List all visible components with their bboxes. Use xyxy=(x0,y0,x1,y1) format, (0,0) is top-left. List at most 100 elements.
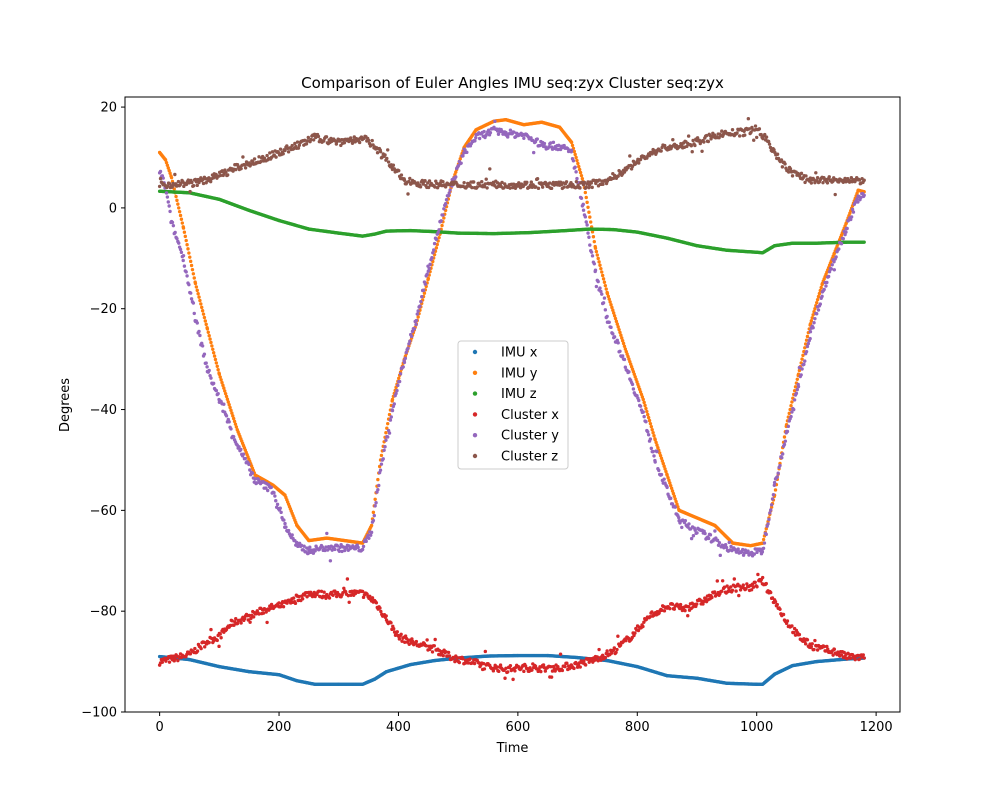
data-point xyxy=(825,644,829,649)
data-point xyxy=(214,361,219,365)
data-point xyxy=(437,649,442,653)
data-point xyxy=(428,262,432,267)
data-point xyxy=(676,505,680,509)
x-tick-label: 600 xyxy=(505,720,530,735)
data-point xyxy=(378,149,383,154)
data-point xyxy=(857,178,862,182)
data-point xyxy=(378,606,382,610)
data-point xyxy=(203,319,208,323)
data-point xyxy=(677,515,681,520)
data-point xyxy=(223,391,228,396)
data-point xyxy=(669,496,673,501)
data-point xyxy=(810,316,814,320)
data-point xyxy=(430,650,435,654)
data-point xyxy=(603,308,608,312)
data-point xyxy=(593,268,598,272)
data-point xyxy=(609,302,613,307)
data-point xyxy=(832,259,836,264)
data-point xyxy=(461,154,465,158)
data-point xyxy=(775,475,779,479)
data-point xyxy=(472,661,477,666)
x-tick-label: 1200 xyxy=(860,720,893,735)
data-point xyxy=(796,372,801,376)
data-point xyxy=(408,339,412,343)
data-point xyxy=(683,608,687,613)
data-point xyxy=(597,260,601,264)
data-point xyxy=(370,596,375,600)
data-point xyxy=(286,528,291,533)
data-point xyxy=(740,547,745,552)
data-point xyxy=(345,577,350,581)
data-point xyxy=(583,215,588,219)
data-point xyxy=(803,346,807,350)
data-point xyxy=(597,178,602,182)
data-point xyxy=(234,617,238,621)
data-point xyxy=(826,647,830,651)
data-point xyxy=(660,608,664,613)
data-point xyxy=(768,145,773,150)
data-point xyxy=(286,150,291,154)
data-point xyxy=(465,184,469,189)
data-point xyxy=(702,140,706,144)
data-point xyxy=(808,330,813,334)
data-point xyxy=(170,220,175,225)
data-point xyxy=(416,315,420,319)
data-point xyxy=(773,488,778,492)
data-point xyxy=(737,593,741,598)
data-point xyxy=(443,202,448,206)
data-point xyxy=(627,370,631,374)
data-point xyxy=(703,531,707,536)
data-point xyxy=(423,179,427,183)
data-point xyxy=(410,329,415,334)
legend-label: IMU z xyxy=(501,387,537,402)
data-point xyxy=(602,296,607,300)
data-point xyxy=(720,579,725,583)
data-point xyxy=(203,645,207,649)
data-point xyxy=(642,400,646,405)
data-point xyxy=(205,327,210,331)
data-point xyxy=(158,176,163,181)
data-point xyxy=(601,277,606,281)
legend-item: IMU z xyxy=(472,387,537,402)
data-point xyxy=(177,206,181,210)
data-point xyxy=(615,647,619,652)
data-point xyxy=(706,139,711,144)
data-point xyxy=(506,670,510,674)
data-point xyxy=(820,294,824,299)
data-point xyxy=(270,150,275,154)
data-point xyxy=(454,170,458,174)
data-point xyxy=(782,442,787,447)
data-point xyxy=(590,230,595,234)
data-point xyxy=(552,666,556,671)
data-point xyxy=(804,349,809,354)
data-point xyxy=(644,406,648,411)
data-point xyxy=(165,163,170,168)
data-point xyxy=(603,283,608,288)
data-point xyxy=(780,452,785,456)
data-point xyxy=(231,414,235,418)
data-point xyxy=(386,435,390,439)
data-point xyxy=(803,180,807,185)
data-point xyxy=(166,200,170,204)
data-point xyxy=(839,241,844,246)
data-point xyxy=(661,461,665,466)
data-point xyxy=(792,388,797,393)
data-point xyxy=(446,650,451,655)
data-point xyxy=(575,158,579,163)
data-point xyxy=(311,138,316,142)
data-point xyxy=(792,407,796,412)
data-point xyxy=(234,167,238,172)
data-point xyxy=(795,377,799,381)
data-point xyxy=(659,149,663,153)
data-point xyxy=(646,433,651,437)
data-point xyxy=(579,173,584,178)
data-point xyxy=(741,583,745,587)
data-point xyxy=(371,518,376,523)
data-point xyxy=(710,595,714,600)
x-tick-label: 1000 xyxy=(740,720,773,735)
data-point xyxy=(293,141,297,146)
data-point xyxy=(693,143,697,148)
data-point xyxy=(565,661,569,665)
data-point xyxy=(239,166,243,171)
data-point xyxy=(496,132,501,136)
